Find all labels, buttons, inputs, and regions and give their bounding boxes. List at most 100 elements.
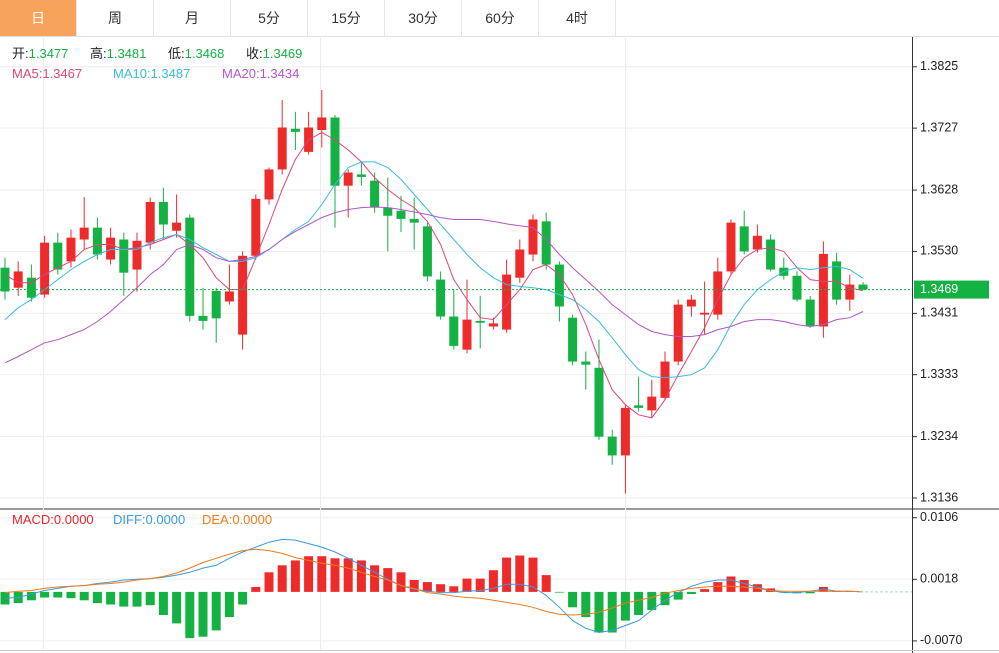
candle-body [818,253,828,327]
legend-name: 收: [246,46,263,61]
candle-body [620,407,630,456]
period-tab[interactable]: 周 [77,0,154,36]
candle-body [13,271,23,288]
macd-bar [620,591,630,621]
macd-bar [739,580,749,592]
ma-line [4,206,864,364]
candle-body [132,240,142,270]
macd-bar [330,558,340,592]
macd-bar [119,591,129,607]
period-tab[interactable]: 4时 [539,0,616,36]
candle-body [40,242,50,295]
candle-body [462,319,472,350]
candle-body [475,320,485,323]
legend-entry: MA20:1.3434 [222,66,299,81]
period-tab[interactable]: 15分 [308,0,385,36]
y-tick-label: 1.3530 [920,244,958,258]
candle-body [409,218,419,223]
y-tick-label: 1.3727 [920,120,958,134]
macd-bar [277,565,287,592]
period-tab[interactable]: 5分 [231,0,308,36]
candle-body [752,235,762,250]
macd-bar [370,565,380,592]
legend-name: 高: [90,46,107,61]
candle-body [502,274,512,330]
legend-name: MA5: [12,66,42,81]
macd-bar [462,578,472,592]
macd-bar [290,560,300,592]
candle-body [436,279,446,317]
macd-bar [343,558,353,592]
candle-body [224,291,234,302]
candle-body [739,226,749,252]
candle-body [726,222,736,272]
legend-name: DIFF: [113,512,146,527]
macd-bar [515,555,525,592]
y-tick-label: 1.3136 [920,490,958,504]
macd-bar [726,576,736,592]
candle-body [158,201,168,225]
candle-body [106,237,116,260]
last-price-label: 1.3469 [920,282,958,296]
candle-body [858,284,868,290]
macd-bar [238,591,248,605]
y-tick-label: 1.3628 [920,182,958,196]
macd-bar [541,575,551,592]
legend-name: 开: [12,46,29,61]
candle-body [66,237,76,262]
macd-bar [224,591,234,618]
y-tick-label: 1.3431 [920,306,958,320]
y-tick-label: 1.3825 [920,59,958,73]
candle-body [422,226,432,277]
macd-bar [356,560,366,592]
macd-bar [436,584,446,592]
candle-body [607,436,617,456]
macd-bar [568,591,578,608]
macd-bar [304,556,314,592]
y-tick-label: -0.0070 [920,633,962,647]
candle-body [145,201,155,243]
candle-body [832,261,842,300]
legend-name: MACD: [12,512,54,527]
period-tab[interactable]: 60分 [462,0,539,36]
macd-bar [264,572,274,592]
candle-body [277,127,287,170]
candle-body [805,299,815,326]
macd-bar [449,586,459,592]
time-grid [43,38,626,650]
ma-line [4,161,864,379]
candle-body [238,255,248,335]
macd-bar [145,591,155,606]
macd-bar [53,591,63,598]
macd-bar [528,557,538,592]
macd-bar [158,591,168,615]
period-tab[interactable]: 30分 [385,0,462,36]
legend-value: 1.3481 [107,46,147,61]
macd-bar [554,591,564,593]
candle-body [554,264,564,307]
candle-body [92,227,102,255]
candle-body [660,361,670,398]
macd-bar [502,557,512,592]
macd-bar [66,591,76,599]
legend-entry: 收:1.3469 [246,46,302,61]
candle-body [0,267,10,292]
legend-name: 低: [168,46,185,61]
legend-entry: 高:1.3481 [90,46,146,61]
candle-body [251,198,261,256]
legend-entry: MA5:1.3467 [12,66,82,81]
macd-bar [805,591,815,594]
period-tab[interactable]: 月 [154,0,231,36]
legend-value: 1.3487 [151,66,191,81]
macd-bar [647,591,657,611]
candle-body [290,128,300,132]
macd-bar [198,591,208,637]
macd-bar [660,591,670,606]
ma-line [4,131,864,419]
candle-body [541,221,551,265]
macd-bar [317,556,327,592]
legend-entry: MA10:1.3487 [113,66,190,81]
legend-entry: DEA:0.0000 [202,512,272,527]
period-tab[interactable]: 日 [0,0,77,36]
